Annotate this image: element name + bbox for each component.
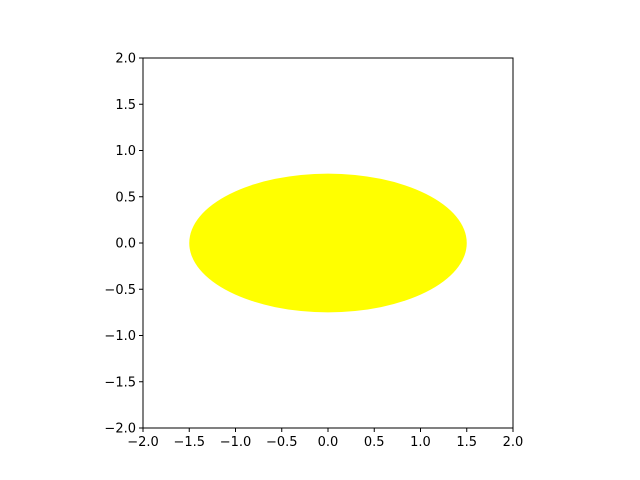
x-tick-label: −2.0 [127, 435, 159, 450]
x-tick-label: −1.0 [220, 435, 252, 450]
y-tick-label: −0.5 [104, 283, 136, 298]
ellipse-patch [189, 173, 467, 313]
x-tick-label: 1.5 [456, 435, 477, 450]
y-tick-label: 2.0 [115, 52, 136, 67]
x-tick-label: −1.5 [173, 435, 205, 450]
y-tick-label: 1.0 [115, 144, 136, 159]
x-tick-label: 2.0 [503, 435, 524, 450]
y-axis: −2.0 −1.5 −1.0 −0.5 0.0 0.5 1.0 1.5 2.0 [104, 52, 143, 437]
y-tick-label: 0.0 [115, 237, 136, 252]
y-tick-label: −1.5 [104, 375, 136, 390]
x-tick-label: 0.5 [364, 435, 385, 450]
plot-area [189, 173, 467, 313]
x-axis: −2.0 −1.5 −1.0 −0.5 0.0 0.5 1.0 1.5 2.0 [127, 428, 523, 450]
y-tick-label: 1.5 [115, 98, 136, 113]
x-tick-label: −0.5 [266, 435, 298, 450]
x-tick-label: 1.0 [410, 435, 431, 450]
y-tick-label: −1.0 [104, 329, 136, 344]
y-tick-label: −2.0 [104, 422, 136, 437]
x-tick-label: 0.0 [318, 435, 339, 450]
y-tick-label: 0.5 [115, 190, 136, 205]
